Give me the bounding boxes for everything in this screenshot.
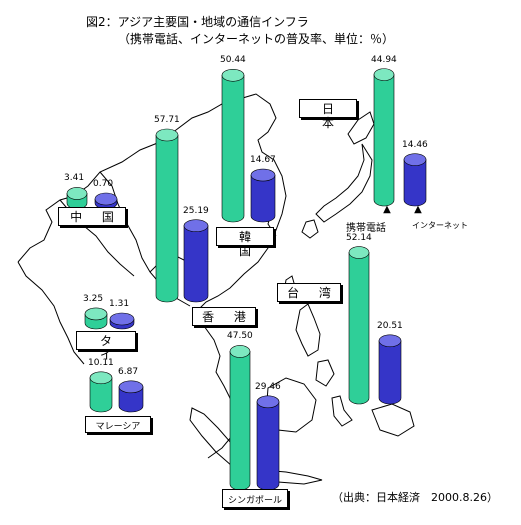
bar-mobile-hongkong: [155, 128, 179, 303]
label-malaysia: マレーシア: [85, 416, 151, 433]
bar-mobile-taiwan-cap: [348, 246, 370, 259]
value-mobile-korea: 50.44: [220, 55, 246, 66]
value-mobile-china: 3.41: [64, 173, 85, 184]
value-internet-thailand: 1.31: [109, 299, 130, 309]
value-internet-china: 0.70: [93, 179, 114, 189]
bar-internet-japan-cap: [403, 153, 427, 166]
bar-mobile-taiwan: [348, 246, 370, 405]
value-mobile-hongkong: 57.71: [154, 114, 180, 125]
value-internet-taiwan: 20.51: [377, 320, 403, 331]
bar-mobile-singapore-body: [229, 351, 251, 491]
bar-mobile-singapore: [229, 345, 251, 491]
bar-mobile-japan-cap: [373, 68, 395, 81]
label-korea: 韓 国: [216, 227, 274, 258]
bar-internet-singapore: [256, 395, 280, 491]
bar-mobile-thailand-cap: [84, 307, 108, 321]
bar-mobile-malaysia-body: [89, 377, 113, 413]
label-taiwan: 台 湾: [277, 283, 341, 302]
label-thailand: タ イ: [76, 331, 136, 362]
bar-mobile-thailand: [84, 307, 108, 330]
bar-mobile-china: [66, 187, 88, 210]
value-mobile-singapore: 47.50: [227, 331, 253, 342]
bar-internet-malaysia: [118, 380, 144, 413]
source-note: （出典：日本経済 2000.8.26）: [332, 491, 498, 504]
label-japan: 日 本: [299, 99, 357, 130]
value-mobile-japan: 44.94: [371, 54, 397, 65]
map-india-west: [17, 261, 85, 365]
bar-internet-singapore-cap: [256, 395, 280, 409]
value-internet-singapore: 29.46: [255, 381, 281, 392]
legend-mobile-marker: ▲: [383, 204, 391, 215]
bar-mobile-korea: [221, 68, 245, 223]
bar-internet-malaysia-cap: [118, 380, 144, 394]
bar-internet-singapore-body: [256, 401, 280, 491]
bar-internet-hongkong-cap: [183, 219, 209, 233]
bar-internet-taiwan: [378, 334, 402, 405]
map-philippines: [295, 303, 335, 387]
bar-internet-korea: [250, 168, 276, 223]
bar-mobile-malaysia-cap: [89, 371, 113, 385]
map-mainland: [17, 93, 287, 459]
bar-mobile-singapore-cap: [229, 345, 251, 358]
legend-internet-label: インターネット: [412, 221, 468, 230]
chart-title: 図2：アジア主要国・地域の通信インフラ: [86, 15, 309, 29]
value-internet-japan: 14.46: [402, 139, 428, 150]
bar-internet-japan: [403, 153, 427, 207]
bar-mobile-china-cap: [66, 187, 88, 200]
label-hongkong: 香 港: [192, 307, 256, 326]
value-mobile-taiwan: 52.14: [346, 232, 372, 243]
bar-mobile-taiwan-body: [348, 252, 370, 405]
map-sulawesi: [331, 395, 353, 427]
chart-subtitle: （携帯電話、インターネットの普及率、単位：％）: [118, 32, 395, 46]
bar-internet-taiwan-cap: [378, 334, 402, 348]
bar-internet-hongkong: [183, 219, 209, 303]
label-singapore: シンガポール: [222, 489, 288, 508]
bar-mobile-korea-cap: [221, 68, 245, 82]
bar-internet-china: [94, 192, 118, 210]
bar-internet-hongkong-body: [183, 225, 209, 303]
bar-internet-korea-cap: [250, 168, 276, 182]
value-mobile-thailand: 3.25: [83, 293, 104, 304]
legend-mobile-label: 携帯電話: [346, 223, 386, 234]
legend-internet-marker: ▲: [414, 204, 422, 215]
bars-layer: [66, 68, 427, 491]
map-japan-kyushu: [301, 219, 319, 239]
bar-internet-japan-body: [403, 159, 427, 207]
bar-mobile-japan: [373, 68, 395, 207]
value-internet-korea: 14.67: [250, 155, 276, 166]
bar-mobile-japan-body: [373, 74, 395, 207]
legend: ▲ ▲: [383, 204, 422, 215]
bar-mobile-hongkong-cap: [155, 128, 179, 142]
bar-internet-taiwan-body: [378, 340, 402, 405]
value-mobile-malaysia: 10.11: [88, 357, 114, 368]
value-internet-hongkong: 25.19: [183, 205, 209, 216]
bar-internet-thailand-cap: [109, 312, 135, 326]
map-new-guinea: [371, 403, 415, 437]
bar-internet-china-cap: [94, 192, 118, 206]
bar-mobile-malaysia: [89, 371, 113, 413]
bar-internet-korea-body: [250, 174, 276, 223]
value-internet-malaysia: 6.87: [118, 366, 139, 377]
label-china: 中 国: [58, 207, 126, 226]
bar-mobile-hongkong-body: [155, 134, 179, 303]
bar-internet-malaysia-body: [118, 386, 144, 413]
bar-mobile-korea-body: [221, 74, 245, 223]
map-japan-honshu: [315, 143, 373, 223]
asia-map-outline: [17, 93, 415, 485]
bar-internet-thailand: [109, 312, 135, 330]
